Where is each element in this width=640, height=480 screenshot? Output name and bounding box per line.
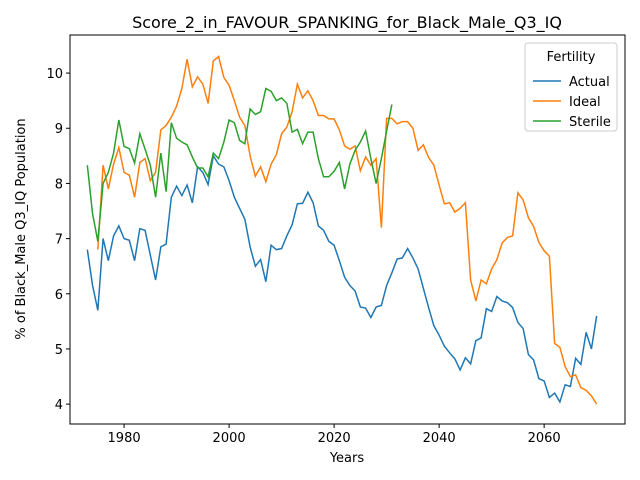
line-series <box>86 153 598 404</box>
y-tick-label: 7 <box>55 233 63 248</box>
legend-label: Sterile <box>569 115 611 130</box>
legend-label: Actual <box>569 75 610 90</box>
y-tick-label: 5 <box>55 343 63 358</box>
legend-box <box>524 42 618 132</box>
x-tick-label: 2040 <box>423 431 456 446</box>
line-series <box>97 55 598 405</box>
y-tick-label: 4 <box>55 398 63 413</box>
x-tick-label: 2060 <box>528 431 561 446</box>
y-tick-label: 6 <box>55 288 63 303</box>
y-axis-label: % of Black_Male Q3_IQ Population <box>14 118 29 339</box>
line-series <box>86 87 393 242</box>
x-tick-label: 2020 <box>318 431 351 446</box>
y-tick-label: 9 <box>55 122 63 137</box>
legend-title: Fertility <box>547 50 596 65</box>
y-tick-label: 8 <box>55 177 63 192</box>
x-tick-label: 2000 <box>213 431 246 446</box>
y-tick-label: 10 <box>46 67 63 82</box>
x-axis-label: Years <box>329 451 365 466</box>
plot-frame <box>69 34 626 425</box>
x-tick-label: 1980 <box>108 431 141 446</box>
legend: Fertility Actual Ideal Sterile <box>524 42 618 132</box>
chart-title: Score_2_in_FAVOUR_SPANKING_for_Black_Mal… <box>132 13 562 33</box>
legend-label: Ideal <box>569 95 601 110</box>
